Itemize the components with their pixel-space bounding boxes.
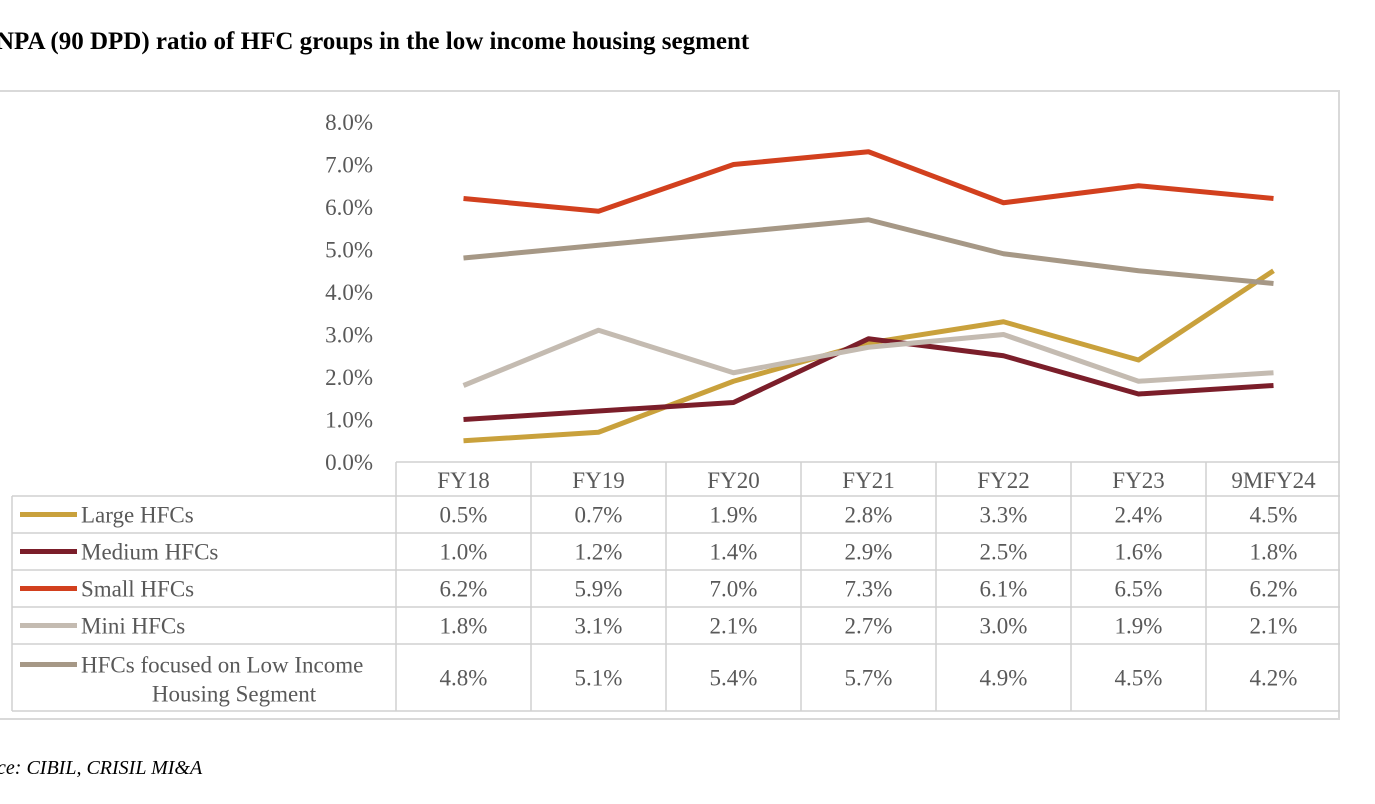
y-tick-label: 7.0%: [325, 153, 373, 178]
data-table-cell: 2.7%: [845, 614, 893, 639]
data-table-cell: 1.4%: [710, 540, 758, 565]
data-table-cell: 0.7%: [575, 503, 623, 528]
chart-title: NPA (90 DPD) ratio of HFC groups in the …: [0, 28, 750, 55]
data-table-cell: 2.4%: [1115, 503, 1163, 528]
legend-label: Medium HFCs: [81, 540, 218, 565]
y-tick-label: 0.0%: [325, 450, 373, 475]
x-category-label: FY22: [977, 468, 1029, 493]
data-table-cell: 1.8%: [440, 614, 488, 639]
y-tick-label: 8.0%: [325, 110, 373, 135]
source-note: rce: CIBIL, CRISIL MI&A: [0, 757, 203, 779]
y-tick-label: 4.0%: [325, 280, 373, 305]
data-table-cell: 1.0%: [440, 540, 488, 565]
legend-label: Housing Segment: [152, 682, 317, 707]
series-line-3: [463, 149, 1274, 214]
data-table-cell: 4.9%: [980, 666, 1028, 691]
data-table-cell: 2.1%: [1250, 614, 1298, 639]
series-line-5: [463, 217, 1274, 286]
data-table-cell: 7.3%: [845, 577, 893, 602]
data-table-cell: 2.9%: [845, 540, 893, 565]
y-tick-label: 3.0%: [325, 323, 373, 348]
legend-label: Small HFCs: [81, 577, 194, 602]
series-line-2: [463, 336, 1274, 422]
x-category-label: 9MFY24: [1231, 468, 1316, 493]
data-table-cell: 7.0%: [710, 577, 758, 602]
data-table-cell: 6.1%: [980, 577, 1028, 602]
data-table-cell: 2.5%: [980, 540, 1028, 565]
x-category-label: FY23: [1112, 468, 1164, 493]
data-table-cell: 4.5%: [1250, 503, 1298, 528]
legend-label: HFCs focused on Low Income: [81, 653, 363, 678]
data-table-cell: 2.1%: [710, 614, 758, 639]
chart-frame: 0.0% 1.0% 2.0% 3.0% 4.0% 5.0% 6.0% 7.0% 8.0% FY18…: [0, 90, 1340, 720]
data-table-cell: 6.2%: [440, 577, 488, 602]
x-category-label: FY19: [572, 468, 624, 493]
data-table-cell: 6.5%: [1115, 577, 1163, 602]
data-table-cell: 5.1%: [575, 666, 623, 691]
data-table-cell: 1.6%: [1115, 540, 1163, 565]
legend-label: Mini HFCs: [81, 614, 185, 639]
legend-label: Large HFCs: [81, 503, 194, 528]
x-category-label: FY18: [437, 468, 489, 493]
line-chart-with-data-table: 0.0% 1.0% 2.0% 3.0% 4.0% 5.0% 6.0% 7.0% 8.0% FY18…: [11, 110, 1340, 712]
y-tick-label: 5.0%: [325, 238, 373, 263]
y-tick-label: 6.0%: [325, 195, 373, 220]
data-table-cell: 3.1%: [575, 614, 623, 639]
data-table-cell: 2.8%: [845, 503, 893, 528]
data-table-cell: 5.9%: [575, 577, 623, 602]
data-table-cell: 4.5%: [1115, 666, 1163, 691]
data-table-cell: 4.2%: [1250, 666, 1298, 691]
series-line-1: [463, 268, 1275, 444]
data-table-cell: 4.8%: [440, 666, 488, 691]
x-category-label: FY20: [707, 468, 759, 493]
data-table-cell: 3.0%: [980, 614, 1028, 639]
data-table-cell: 5.4%: [710, 666, 758, 691]
data-table-cell: 1.9%: [1115, 614, 1163, 639]
y-tick-label: 1.0%: [325, 408, 373, 433]
data-table-cell: 6.2%: [1250, 577, 1298, 602]
data-table-cell: 3.3%: [980, 503, 1028, 528]
data-table-cell: 1.2%: [575, 540, 623, 565]
data-table-cell: 1.9%: [710, 503, 758, 528]
data-table-cell: 1.8%: [1250, 540, 1298, 565]
y-tick-label: 2.0%: [325, 365, 373, 390]
data-table-cell: 5.7%: [845, 666, 893, 691]
x-category-label: FY21: [842, 468, 894, 493]
series-line-4: [462, 327, 1274, 388]
data-table-cell: 0.5%: [440, 503, 488, 528]
